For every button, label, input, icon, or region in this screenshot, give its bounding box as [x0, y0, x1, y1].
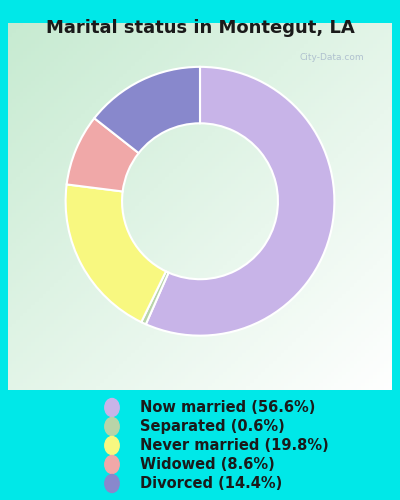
Wedge shape [141, 272, 168, 324]
Wedge shape [67, 118, 139, 192]
Text: Widowed (8.6%): Widowed (8.6%) [140, 457, 275, 472]
Text: Separated (0.6%): Separated (0.6%) [140, 419, 285, 434]
Text: Never married (19.8%): Never married (19.8%) [140, 438, 329, 453]
Text: Marital status in Montegut, LA: Marital status in Montegut, LA [46, 19, 354, 37]
Wedge shape [94, 67, 200, 153]
Text: Now married (56.6%): Now married (56.6%) [140, 400, 315, 415]
Wedge shape [66, 184, 166, 322]
Text: City-Data.com: City-Data.com [299, 52, 364, 62]
Wedge shape [146, 67, 334, 336]
Text: Divorced (14.4%): Divorced (14.4%) [140, 476, 282, 491]
